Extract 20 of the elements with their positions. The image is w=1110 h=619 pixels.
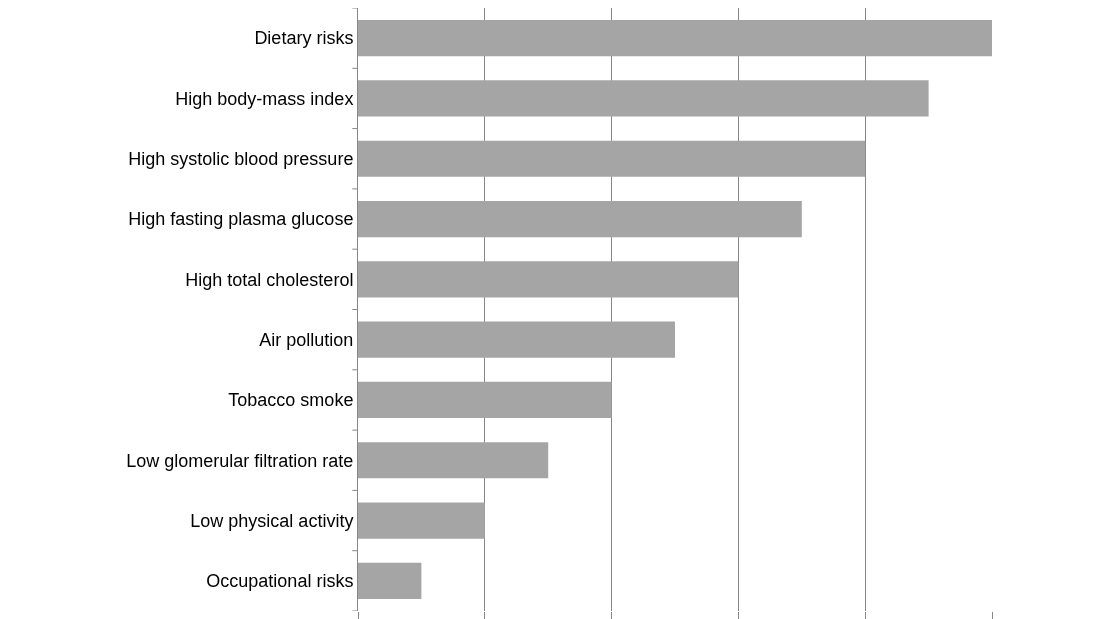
- y-tick-label: Low glomerular filtration rate: [126, 450, 354, 471]
- bar: [358, 562, 422, 599]
- bar: [358, 442, 549, 479]
- y-tick-label: High fasting plasma glucose: [128, 209, 354, 230]
- bar: [358, 381, 612, 419]
- y-tick-label: Dietary risks: [254, 28, 354, 49]
- y-tick-label: Occupational risks: [206, 571, 354, 592]
- y-tick-label: Tobacco smoke: [228, 390, 354, 411]
- bar: [358, 261, 739, 298]
- y-tick-label: High body-mass index: [175, 88, 354, 109]
- y-tick-label: High systolic blood pressure: [128, 149, 354, 170]
- bar: [358, 80, 929, 117]
- bar: [358, 321, 675, 358]
- bar: [358, 502, 485, 539]
- bar: [358, 140, 866, 177]
- bar: [358, 20, 992, 57]
- bar: [358, 200, 802, 238]
- y-tick-label: Air pollution: [259, 329, 354, 350]
- y-tick-label: High total cholesterol: [185, 269, 354, 290]
- y-tick-label: Low physical activity: [190, 510, 354, 531]
